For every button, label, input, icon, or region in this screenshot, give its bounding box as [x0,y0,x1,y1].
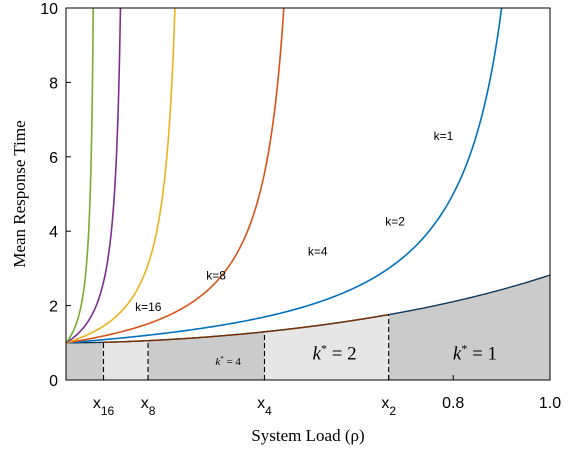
region-3 [103,340,149,380]
curve-label-k=2: k=2 [385,215,405,229]
curve-k=2 [65,7,285,344]
curve-k=1 [65,7,503,344]
x-tick-label: 1.0 [539,395,561,412]
region-4 [66,342,104,380]
y-tick-label: 4 [49,224,58,241]
y-tick-label: 6 [49,150,58,167]
y-tick-label: 0 [49,373,58,390]
x-tick-label: x2 [381,395,396,418]
envelope-line [103,313,389,344]
region-1 [264,314,389,380]
x-axis-title: System Load (ρ) [251,426,364,445]
region-2 [148,331,265,380]
x-tick-label: 0.8 [442,395,464,412]
y-tick-label: 10 [40,1,58,18]
region-shading [66,275,550,380]
curve-label-k=16: k=16 [135,300,162,314]
curve-label-k=1: k=1 [434,129,454,143]
y-axis-ticks: 0 2 4 6 8 10 [40,1,71,390]
series-curves [65,7,503,344]
x-axis-ticks: x16 x8 x4 x2 0.8 1.0 [93,375,561,418]
curve-k=4 [65,7,176,344]
y-axis-title: Mean Response Time [10,120,29,267]
x-tick-label: x16 [93,395,115,418]
x-tick-label: x4 [257,395,272,418]
plot-frame [65,7,551,381]
curve-k=16 [65,7,95,344]
curve-label-k=8: k=8 [206,269,226,283]
region-labels: k* = 1 k* = 2 k* = 4 [215,342,497,369]
region-label: k* = 2 [313,342,357,365]
curve-label-k=4: k=4 [308,244,328,258]
curve-labels: k=1 k=2 k=4 k=8 k=16 [135,129,454,314]
curve-k=8 [65,7,122,344]
y-tick-label: 2 [49,299,58,316]
region-0 [388,275,550,380]
region-label: k* = 4 [215,355,241,368]
optimal-boundary [66,274,551,344]
y-tick-label: 8 [49,75,58,92]
x-tick-label: x8 [141,395,156,418]
threshold-lines [102,314,390,380]
region-label: k* = 1 [453,342,497,365]
